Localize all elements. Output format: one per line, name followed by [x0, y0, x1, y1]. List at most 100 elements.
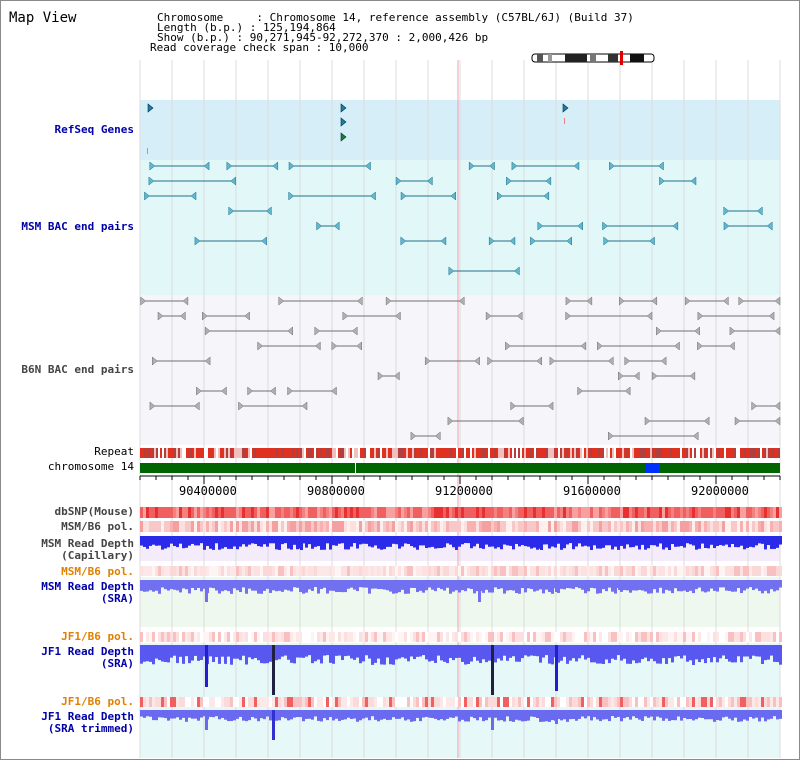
density-cell	[512, 521, 515, 532]
depth-bar	[617, 710, 620, 717]
density-cell	[404, 507, 407, 518]
depth-bar	[158, 645, 161, 661]
depth-bar	[197, 645, 200, 661]
bac-end-marker	[646, 311, 653, 321]
chromosome-info: Chromosome : Chromosome 14, reference as…	[157, 11, 634, 24]
repeat-segment	[640, 448, 642, 458]
depth-bar	[524, 645, 527, 656]
jf1-depth-sra-label-1[interactable]: JF1 Read Depth	[41, 645, 134, 658]
bac-end-marker	[221, 386, 227, 396]
density-cell	[299, 507, 302, 518]
jf1-depth-trim-label-1[interactable]: JF1 Read Depth	[41, 710, 134, 723]
depth-bar	[572, 536, 575, 550]
depth-bar	[656, 536, 659, 547]
density-cell	[776, 697, 779, 707]
depth-bar	[530, 645, 533, 656]
density-cell	[371, 507, 374, 518]
density-cell	[188, 566, 191, 576]
depth-bar	[218, 645, 221, 664]
depth-bar	[629, 710, 632, 720]
depth-bar	[386, 536, 389, 547]
depth-bar	[587, 710, 590, 717]
msm-depth-sra-label-1[interactable]: MSM Read Depth	[41, 580, 134, 593]
depth-bar	[731, 536, 734, 544]
repeat-segment	[514, 448, 516, 458]
depth-bar	[608, 536, 611, 546]
refseq-genes-label[interactable]: RefSeq Genes	[54, 123, 134, 136]
density-cell	[743, 507, 746, 518]
density-cell	[611, 521, 614, 532]
density-cell	[194, 507, 197, 518]
depth-bar	[344, 580, 347, 593]
density-cell	[638, 521, 641, 532]
density-cell	[182, 507, 185, 518]
depth-spike	[300, 536, 303, 550]
depth-bar	[293, 580, 296, 588]
depth-bar	[386, 580, 389, 591]
density-cell	[548, 521, 551, 532]
repeat-segment	[682, 448, 684, 458]
bac-end-marker	[624, 356, 631, 366]
density-cell	[752, 566, 755, 576]
density-cell	[344, 697, 347, 707]
density-cell	[299, 632, 302, 642]
density-cell	[479, 507, 482, 518]
depth-bar	[323, 645, 326, 656]
msm-bac-label[interactable]: MSM BAC end pairs	[21, 220, 134, 233]
b6n-bac-label[interactable]: B6N BAC end pairs	[21, 363, 134, 376]
depth-bar	[539, 645, 542, 663]
repeat-segment	[152, 448, 154, 458]
depth-bar	[191, 645, 194, 661]
msm-b6-pol-label[interactable]: MSM/B6 pol.	[61, 520, 134, 533]
density-cell	[167, 521, 170, 532]
depth-bar	[389, 710, 392, 720]
density-cell	[749, 697, 752, 707]
density-cell	[203, 566, 206, 576]
msm-b6-pol-label-2[interactable]: MSM/B6 pol.	[61, 565, 134, 578]
depth-bar	[707, 536, 710, 549]
density-cell	[704, 521, 707, 532]
depth-bar	[248, 536, 251, 545]
density-cell	[572, 521, 575, 532]
density-cell	[581, 521, 584, 532]
axis-tick-label: 92000000	[691, 484, 749, 498]
bac-end-marker	[230, 176, 237, 186]
depth-bar	[236, 645, 239, 659]
density-cell	[722, 566, 725, 576]
density-cell	[386, 632, 389, 642]
depth-bar	[527, 710, 530, 721]
depth-bar	[617, 645, 620, 656]
jf1-b6-pol-label-2[interactable]: JF1/B6 pol.	[61, 695, 134, 708]
density-cell	[377, 566, 380, 576]
depth-bar	[488, 710, 491, 718]
density-cell	[341, 521, 344, 532]
bac-end-marker	[204, 326, 211, 336]
density-cell	[752, 697, 755, 707]
density-cell	[668, 697, 671, 707]
depth-bar	[680, 580, 683, 592]
density-cell	[650, 566, 653, 576]
density-cell	[632, 566, 635, 576]
depth-bar	[179, 580, 182, 593]
density-cell	[626, 507, 629, 518]
repeat-segment	[532, 448, 534, 458]
density-cell	[338, 521, 341, 532]
density-cell	[419, 507, 422, 518]
density-cell	[485, 632, 488, 642]
depth-bar	[746, 580, 749, 589]
jf1-b6-pol-label[interactable]: JF1/B6 pol.	[61, 630, 134, 643]
depth-bar	[650, 645, 653, 659]
density-cell	[731, 632, 734, 642]
depth-bar	[719, 645, 722, 659]
density-cell	[494, 507, 497, 518]
depth-bar	[635, 580, 638, 591]
depth-bar	[203, 645, 206, 657]
density-cell	[197, 521, 200, 532]
dbsnp-label[interactable]: dbSNP(Mouse)	[54, 505, 134, 518]
msm-depth-capillary-label-1[interactable]: MSM Read Depth	[41, 537, 134, 550]
density-cell	[290, 632, 293, 642]
density-cell	[713, 507, 716, 518]
depth-bar	[230, 710, 233, 722]
density-cell	[665, 566, 668, 576]
